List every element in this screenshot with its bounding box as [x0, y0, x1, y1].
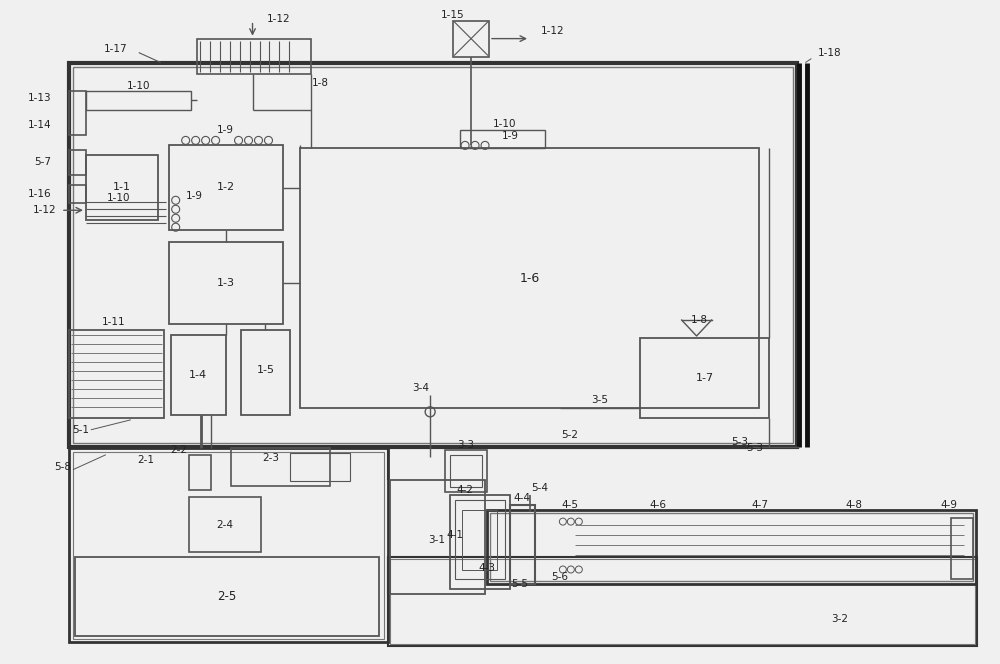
Bar [450, 495, 510, 590]
Bar [388, 556, 977, 646]
Text: 3-3: 3-3 [458, 440, 475, 450]
Bar [453, 21, 489, 56]
Text: 2-5: 2-5 [217, 590, 236, 603]
Text: 1-8: 1-8 [691, 315, 708, 325]
Text: 1-12: 1-12 [267, 14, 290, 24]
Bar [490, 513, 973, 582]
Bar [69, 62, 797, 447]
Text: 3-5: 3-5 [591, 395, 608, 405]
Bar [390, 479, 485, 594]
Bar [951, 518, 973, 580]
Text: 4-7: 4-7 [751, 499, 768, 510]
Text: 5-2: 5-2 [561, 430, 578, 440]
Bar [69, 448, 388, 642]
Text: 1-10: 1-10 [107, 193, 131, 203]
Text: 1-1: 1-1 [113, 183, 131, 193]
Bar [171, 335, 226, 415]
Text: 1-7: 1-7 [696, 373, 714, 383]
Text: 1-12: 1-12 [33, 205, 57, 215]
Text: 5-7: 5-7 [34, 157, 51, 167]
Text: 4-8: 4-8 [846, 499, 863, 510]
Text: 1-9: 1-9 [186, 191, 203, 201]
Text: 1-8: 1-8 [312, 78, 329, 88]
Bar [69, 150, 86, 175]
Bar [189, 497, 261, 552]
Text: 2-2: 2-2 [170, 445, 187, 455]
Bar [300, 148, 759, 408]
Text: 5-4: 5-4 [531, 483, 548, 493]
Bar [169, 242, 283, 324]
Text: 1-10: 1-10 [493, 120, 517, 129]
Bar [69, 185, 86, 203]
Bar [86, 155, 158, 220]
Bar [169, 145, 283, 230]
Text: 1-18: 1-18 [817, 48, 841, 58]
Text: 1-11: 1-11 [102, 317, 126, 327]
Text: 1-17: 1-17 [104, 44, 128, 54]
Text: 1-3: 1-3 [217, 278, 235, 288]
Bar [197, 39, 311, 74]
Text: 5-5: 5-5 [511, 580, 528, 590]
Text: 5-3: 5-3 [731, 437, 748, 447]
Text: 5-6: 5-6 [551, 572, 568, 582]
Text: 4-1: 4-1 [447, 530, 464, 540]
Text: 5-1: 5-1 [72, 425, 89, 435]
Text: 1-14: 1-14 [27, 120, 51, 130]
Text: 3-1: 3-1 [429, 535, 446, 544]
Text: 5-3: 5-3 [746, 443, 763, 453]
Text: 4-5: 4-5 [561, 499, 578, 510]
Text: 1-6: 1-6 [520, 272, 540, 285]
Text: 2-3: 2-3 [262, 453, 279, 463]
Bar [290, 453, 350, 481]
Bar [460, 130, 545, 148]
Text: 4-2: 4-2 [457, 485, 474, 495]
Text: 1-12: 1-12 [541, 26, 565, 36]
Text: 1-5: 1-5 [256, 365, 274, 375]
Text: 1-9: 1-9 [501, 131, 518, 141]
Bar [640, 338, 769, 418]
Bar [487, 510, 976, 584]
Bar [231, 448, 330, 485]
Text: 2-4: 2-4 [216, 520, 233, 530]
Text: 1-10: 1-10 [127, 80, 151, 90]
Bar [445, 450, 487, 491]
Text: 3-2: 3-2 [831, 614, 848, 624]
Bar [390, 558, 975, 644]
Bar [462, 510, 497, 570]
Text: 1-16: 1-16 [27, 189, 51, 199]
Text: 4-9: 4-9 [941, 499, 958, 510]
Bar [510, 505, 535, 584]
Bar [86, 90, 191, 110]
Text: 1-9: 1-9 [217, 125, 234, 135]
Bar [241, 330, 290, 415]
Bar [75, 556, 379, 636]
Text: 2-1: 2-1 [137, 455, 154, 465]
Bar [455, 499, 505, 580]
Bar [69, 330, 164, 418]
Text: 4-6: 4-6 [649, 499, 666, 510]
Bar [69, 90, 86, 135]
Text: 4-3: 4-3 [479, 562, 496, 572]
Text: 5-8: 5-8 [54, 461, 71, 471]
Bar [73, 452, 384, 639]
Text: 1-15: 1-15 [441, 10, 465, 20]
Bar [189, 455, 211, 489]
Text: 1-4: 1-4 [189, 370, 207, 380]
Text: 1-13: 1-13 [27, 94, 51, 104]
Text: 4-4: 4-4 [513, 493, 530, 503]
Bar [450, 455, 482, 487]
Text: 1-2: 1-2 [217, 183, 235, 193]
Bar [73, 66, 793, 443]
Text: 3-4: 3-4 [412, 383, 429, 393]
